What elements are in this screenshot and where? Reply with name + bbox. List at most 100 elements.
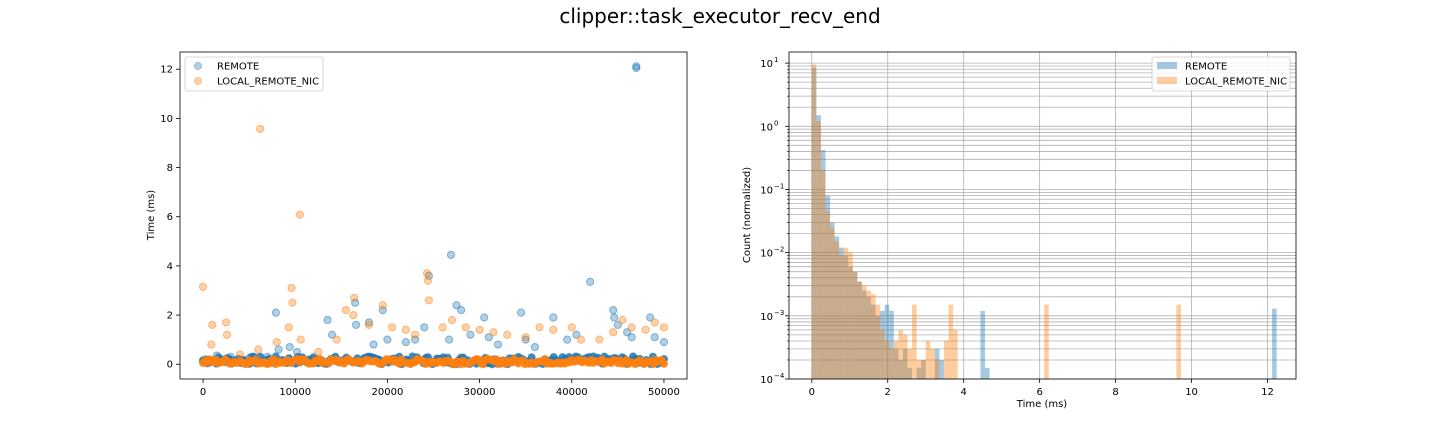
histogram-bar [953,329,958,379]
histogram-y-tick-label: 10 [760,59,773,70]
scatter-point [401,338,410,347]
histogram-legend-patch-remote [1157,62,1177,69]
histogram-bar [848,266,853,379]
histogram-bar [921,359,926,379]
histogram-bar [861,290,867,379]
scatter-x-tick-label: 20000 [372,387,404,398]
scatter-point [445,335,454,344]
scatter-x-tick-label: 40000 [556,387,588,398]
histogram-y-tick-label: 10 [760,249,773,260]
scatter-point [618,315,627,325]
histogram-bar [902,334,908,379]
histogram-bar [884,304,890,379]
scatter-point [503,330,512,339]
histogram-bar [866,296,872,379]
scatter-point [378,301,387,310]
histogram-bar [857,281,862,379]
histogram-bar [834,236,840,379]
scatter-legend-label-local: LOCAL_REMOTE_NIC [217,77,319,88]
scatter-point [549,313,558,322]
histogram-y-tick-label: 10 [760,375,773,386]
scatter-point [272,338,281,347]
scatter-point [650,333,659,342]
histogram-bar [852,271,858,379]
histogram-bar [843,255,849,379]
histogram-x-ticks: 0 2 4 6 8 10 12 [809,379,1274,398]
scatter-point [493,340,503,349]
scatter-point [516,308,526,317]
scatter-point [285,342,294,352]
histogram-bar [948,304,954,379]
scatter-point [295,210,304,219]
histogram-bar [875,304,881,379]
histogram-bar [907,348,913,379]
scatter-point [535,323,544,332]
histogram-y-tick-exponent: 1 [774,56,778,64]
scatter-legend-label-remote: REMOTE [217,62,259,73]
scatter-point [650,318,659,327]
scatter-point [235,350,245,359]
histogram-bar [925,340,931,379]
scatter-point [254,345,263,354]
scatter-y-tick-label: 8 [167,163,173,174]
scatter-point [207,340,216,349]
scatter-point [609,328,618,337]
histogram-bar [984,367,990,379]
histogram-bar [898,329,903,379]
histogram-legend-label-local: LOCAL_REMOTE_NIC [1185,77,1287,88]
scatter-point [438,323,447,332]
figure-title: clipper::task_executor_recv_end [559,4,881,28]
histogram-bar [930,348,935,379]
histogram-legend: REMOTE LOCAL_REMOTE_NIC [1151,56,1291,92]
scatter-plot-area [180,52,687,379]
scatter-x-tick-label: 30000 [464,387,496,398]
scatter-y-ticks: 0 2 4 6 8 10 12 [160,65,180,371]
histogram-bar [871,304,876,379]
scatter-point [646,313,655,322]
scatter-point [457,306,466,315]
scatter-point [200,357,209,366]
histogram-bar [934,359,940,379]
histogram-legend-label-remote: REMOTE [1185,62,1227,73]
scatter-point [383,335,392,344]
scatter-point [466,330,475,339]
scatter-x-tick-label: 0 [200,387,206,398]
histogram-bar [916,367,922,379]
scatter-point [641,325,650,334]
scatter-point [420,323,429,332]
scatter-point [446,250,456,259]
histogram-bar [852,271,858,379]
scatter-point [489,328,498,337]
scatter-point [595,335,604,344]
scatter-point [349,310,358,320]
histogram-bar [816,115,821,380]
histogram-bar [921,359,926,379]
scatter-legend-box [184,56,324,92]
scatter-y-tick-label: 2 [167,311,173,322]
scatter-marks [198,62,669,369]
scatter-axes-frame [179,51,688,380]
scatter-point [475,325,484,334]
scatter-x-tick-label: 50000 [648,387,680,398]
scatter-point [452,301,461,310]
histogram-bar [884,340,890,379]
histogram-y-tick-exponent: −1 [774,182,784,190]
scatter-point [208,320,217,330]
scatter-point [364,318,374,327]
histogram-bar [898,359,903,379]
histogram-x-tick-label: 6 [1036,387,1042,398]
histogram-bar [820,170,826,379]
histogram-y-tick-exponent: 0 [774,119,778,127]
scatter-point [284,323,293,332]
scatter-point [576,335,586,344]
scatter-y-tick-label: 4 [167,261,173,272]
scatter-point [549,325,558,334]
scatter-point [659,323,669,332]
histogram-bar [830,227,835,379]
scatter-point [296,335,305,344]
histogram-bar [861,285,867,379]
scatter-y-tick-label: 12 [160,65,173,76]
scatter-point [610,313,619,322]
histogram-bar [825,211,831,379]
